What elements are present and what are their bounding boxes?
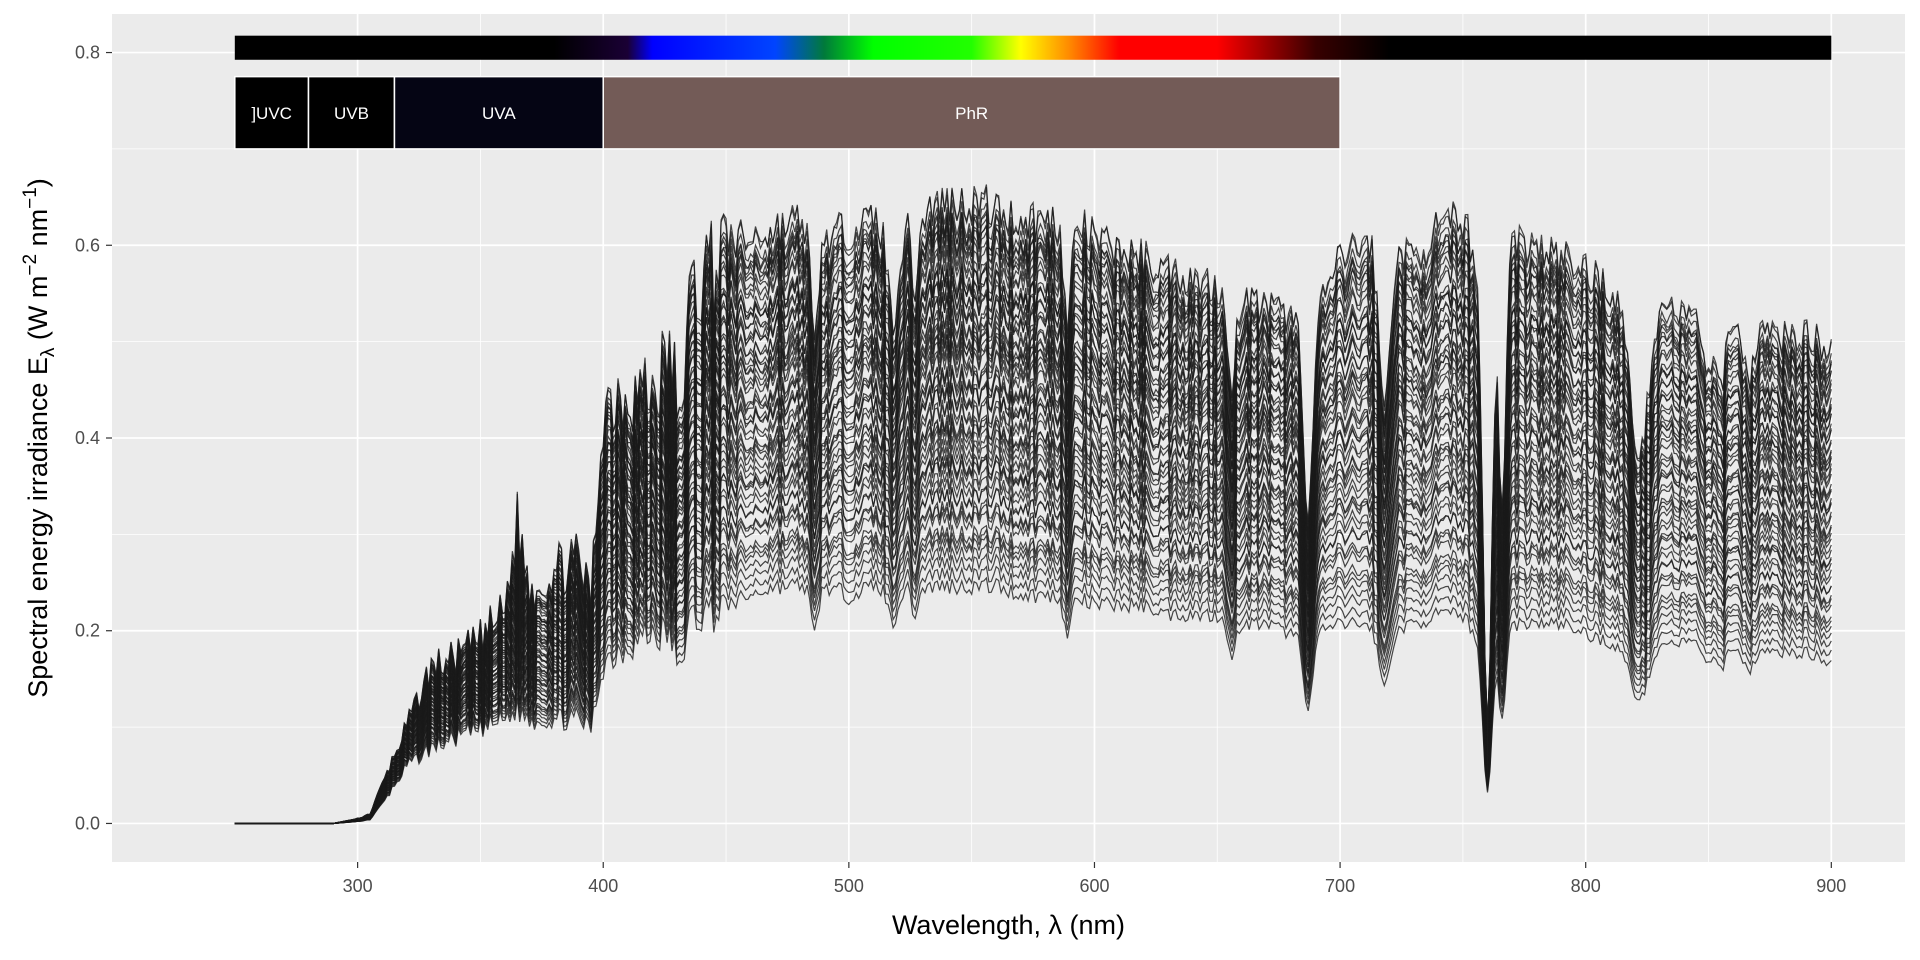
spectrum-series-line (234, 199, 1832, 825)
spectrum-color-bar (234, 35, 1832, 60)
y-tick-label: 0.6 (75, 235, 100, 255)
waveband-rect (307, 75, 396, 150)
y-axis-title-exp2: −1 (20, 187, 41, 209)
spectrum-series-line (234, 184, 1832, 825)
x-axis-ticks: 300 400 500 600 700 800 900 (343, 862, 1846, 896)
y-axis-title-subscript: λ (38, 347, 59, 357)
y-axis-title-close: ) (23, 178, 53, 187)
waveband-rect (393, 75, 604, 150)
spectrum-series-line (234, 565, 1832, 825)
spectrum-series-line (234, 576, 1832, 825)
waveband-rect (234, 75, 310, 150)
waveband-label: PhR (955, 104, 988, 123)
y-tick-label: 0.4 (75, 428, 100, 448)
spectrum-series-line (234, 308, 1832, 825)
spectrum-series-line (234, 484, 1832, 825)
y-axis-title-prefix: Spectral energy irradiance E (23, 357, 53, 698)
y-tick-label: 0.2 (75, 621, 100, 641)
y-axis-title: Spectral energy irradiance Eλ (W m−2 nm−… (20, 178, 59, 698)
spectrum-series-line (234, 413, 1832, 825)
x-tick-label: 400 (588, 876, 618, 896)
x-tick-label: 300 (343, 876, 373, 896)
waveband-label: UVA (482, 104, 516, 123)
spectrum-series-line (234, 243, 1832, 825)
x-tick-label: 600 (1079, 876, 1109, 896)
y-axis-title-exp1: −2 (20, 254, 41, 276)
spectrum-series-line (234, 552, 1832, 825)
y-axis-title-mid: nm (23, 209, 53, 254)
waveband-rect (602, 75, 1341, 150)
spectrum-series-line (234, 524, 1832, 825)
series-lines (234, 184, 1832, 825)
y-tick-label: 0.0 (75, 813, 100, 833)
x-tick-label: 700 (1325, 876, 1355, 896)
waveband-label: ]UVC (251, 104, 292, 123)
y-tick-label: 0.8 (75, 43, 100, 63)
x-tick-label: 900 (1816, 876, 1846, 896)
x-tick-label: 500 (834, 876, 864, 896)
spectrum-series-line (234, 214, 1832, 825)
y-axis-ticks: 0.0 0.2 0.4 0.6 0.8 (75, 43, 112, 833)
spectrum-series-line (234, 497, 1832, 825)
x-axis-title: Wavelength, λ (nm) (892, 910, 1125, 940)
waveband-label: UVB (334, 104, 369, 123)
waveband-annotations: ]UVC UVB UVA PhR (234, 75, 1341, 150)
x-tick-label: 800 (1571, 876, 1601, 896)
y-axis-title-open: (W m (23, 276, 53, 348)
